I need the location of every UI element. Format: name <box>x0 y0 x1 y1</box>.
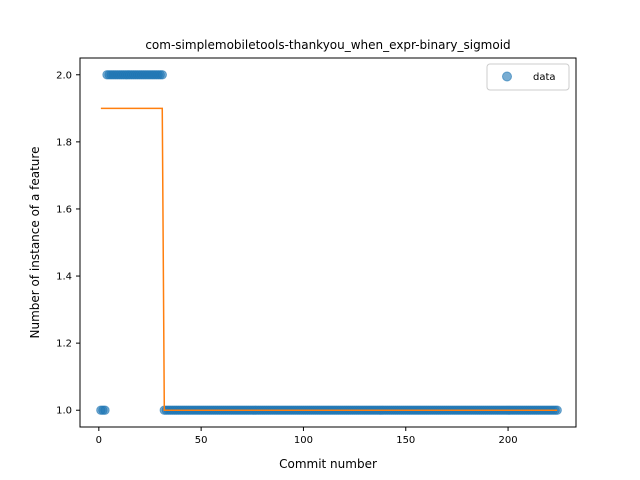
x-tick-label: 150 <box>396 435 415 446</box>
y-axis: 1.0 1.2 1.4 1.6 1.8 2.0 <box>56 70 80 417</box>
y-axis-label: Number of instance of a feature <box>28 147 42 339</box>
legend-label-data: data <box>533 72 556 83</box>
x-axis: 0 50 100 150 200 <box>96 427 518 446</box>
fit-line-layer <box>100 107 558 411</box>
y-tick-label: 1.4 <box>56 272 72 283</box>
x-tick-label: 100 <box>294 435 313 446</box>
y-tick-label: 1.6 <box>56 204 72 215</box>
y-tick-label: 2.0 <box>56 70 72 81</box>
plot-area <box>80 58 576 427</box>
data-point <box>100 405 110 415</box>
plot-frame <box>79 57 577 428</box>
x-tick-label: 200 <box>499 435 518 446</box>
fit-line <box>100 107 558 411</box>
x-axis-label: Commit number <box>279 457 377 471</box>
legend-box <box>486 63 570 91</box>
y-tick-label: 1.0 <box>56 406 72 417</box>
y-tick-label: 1.8 <box>56 137 72 148</box>
legend: data <box>486 63 570 91</box>
data-point <box>157 70 167 80</box>
y-tick-label: 1.2 <box>56 339 72 350</box>
x-tick-label: 0 <box>96 435 102 446</box>
x-tick-label: 50 <box>195 435 208 446</box>
plot-background <box>80 58 576 427</box>
chart-title: com-simplemobiletools-thankyou_when_expr… <box>145 38 510 52</box>
legend-marker-data <box>502 71 512 82</box>
